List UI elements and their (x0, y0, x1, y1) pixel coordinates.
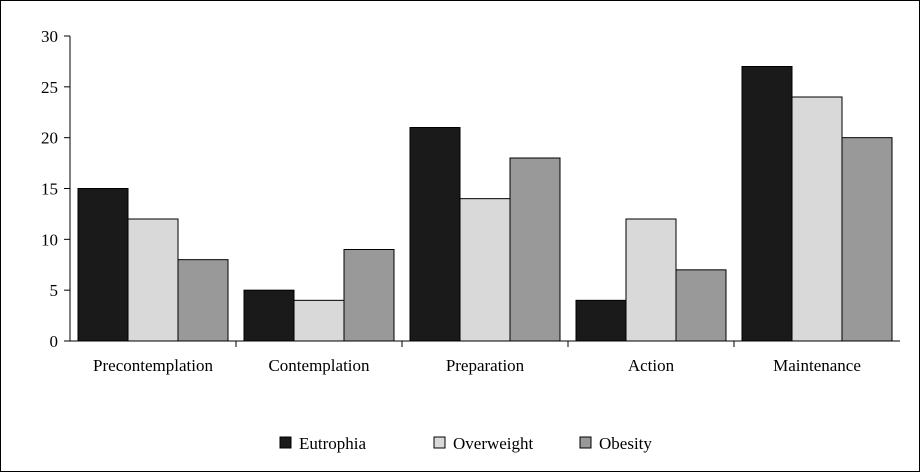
bar-eutrophia-contemplation (243, 289, 295, 342)
legend-swatch-overweight (433, 436, 446, 449)
y-tick-label: 25 (41, 78, 58, 97)
x-category-label: Action (628, 356, 675, 375)
x-category-label: Contemplation (268, 356, 370, 375)
bar-eutrophia-preparation (409, 127, 461, 342)
legend-label-obesity: Obesity (599, 434, 652, 453)
bar-overweight-contemplation (293, 299, 345, 342)
y-tick-label: 5 (50, 281, 59, 300)
bar-eutrophia-maintenance (741, 66, 793, 342)
bar-obesity-maintenance (841, 137, 893, 342)
legend-swatch-obesity (579, 436, 592, 449)
bar-overweight-preparation (459, 198, 511, 342)
y-tick-label: 10 (41, 230, 58, 249)
bar-obesity-precontemplation (177, 259, 229, 342)
bar-eutrophia-action (575, 299, 627, 342)
legend-label-overweight: Overweight (453, 434, 534, 453)
legend-label-eutrophia: Eutrophia (299, 434, 366, 453)
bar-eutrophia-precontemplation (77, 188, 129, 342)
bar-obesity-action (675, 269, 727, 342)
x-category-label: Preparation (446, 356, 525, 375)
chart-bars (77, 66, 893, 342)
y-tick-label: 30 (41, 27, 58, 46)
chart-legend: Eutrophia Overweight Obesity (279, 434, 652, 453)
chart-labels: 0 5 10 15 20 25 30 Precontemplation Contemplatio… (41, 27, 861, 375)
legend-swatch-eutrophia (279, 436, 292, 449)
bar-overweight-maintenance (791, 96, 843, 342)
bar-overweight-precontemplation (127, 218, 179, 342)
bar-obesity-contemplation (343, 249, 395, 342)
bar-overweight-action (625, 218, 677, 342)
y-tick-label: 0 (50, 332, 59, 351)
y-tick-label: 15 (41, 180, 58, 199)
y-tick-label: 20 (41, 129, 58, 148)
bar-obesity-preparation (509, 157, 561, 342)
x-category-label: Precontemplation (93, 356, 213, 375)
x-category-label: Maintenance (773, 356, 861, 375)
